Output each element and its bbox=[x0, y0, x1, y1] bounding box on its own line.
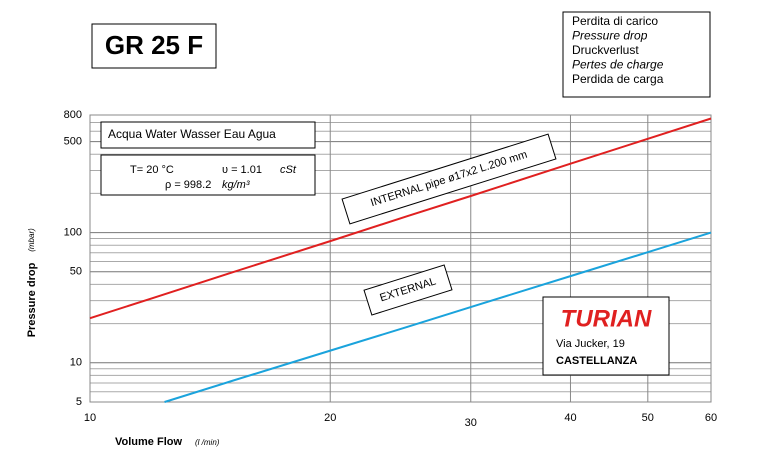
temperature: T= 20 °C bbox=[130, 164, 174, 176]
x-axis-label: Volume Flow bbox=[115, 436, 182, 448]
y-tick-label: 5 bbox=[76, 396, 82, 408]
y-tick-label: 50 bbox=[70, 266, 82, 278]
label-box bbox=[363, 264, 453, 316]
company-city: CASTELLANZA bbox=[556, 355, 637, 367]
caption-line: Pressure drop bbox=[572, 29, 648, 43]
x-tick-label: 40 bbox=[564, 412, 576, 424]
caption-line: Perdita di carico bbox=[572, 14, 658, 28]
company-name: TURIAN bbox=[561, 305, 652, 332]
fluid: Acqua Water Wasser Eau Agua bbox=[108, 127, 276, 141]
y-axis-unit: (mbar) bbox=[27, 228, 36, 252]
density-unit: kg/m³ bbox=[222, 179, 250, 191]
external-label: EXTERNAL bbox=[363, 264, 453, 316]
x-tick-label: 60 bbox=[705, 412, 717, 424]
company-address: Via Jucker, 19 bbox=[556, 338, 625, 350]
caption-line: Druckverlust bbox=[572, 43, 639, 57]
label-box bbox=[341, 133, 557, 225]
x-tick-label: 30 bbox=[465, 417, 477, 429]
caption-box bbox=[562, 11, 711, 98]
title-box bbox=[91, 23, 217, 69]
y-tick-label: 100 bbox=[64, 226, 82, 238]
viscosity: υ = 1.01 bbox=[222, 164, 262, 176]
y-tick-label: 10 bbox=[70, 357, 82, 369]
y-tick-label: 800 bbox=[64, 109, 82, 121]
x-tick-label: 50 bbox=[642, 412, 654, 424]
caption-line: Pertes de charge bbox=[572, 58, 664, 72]
y-tick-label: 500 bbox=[64, 135, 82, 147]
series-line bbox=[164, 231, 712, 403]
series-lines bbox=[89, 117, 712, 403]
x-tick-label: 20 bbox=[324, 412, 336, 424]
company-box bbox=[542, 296, 670, 376]
conditions-box bbox=[100, 154, 316, 196]
fluid-box bbox=[100, 121, 316, 149]
viscosity-unit: cSt bbox=[280, 164, 297, 176]
chart-title: GR 25 F bbox=[105, 30, 203, 60]
series-label: INTERNAL pipe ø17x2 L.200 mm bbox=[369, 149, 528, 210]
plot-frame bbox=[89, 114, 712, 403]
x-tick-label: 10 bbox=[84, 412, 96, 424]
density: ρ = 998.2 bbox=[165, 179, 211, 191]
x-axis-unit: (l /min) bbox=[195, 438, 220, 447]
y-axis-label: Pressure drop bbox=[26, 262, 38, 337]
series-line bbox=[89, 117, 712, 320]
caption-line: Perdida de carga bbox=[572, 72, 664, 86]
